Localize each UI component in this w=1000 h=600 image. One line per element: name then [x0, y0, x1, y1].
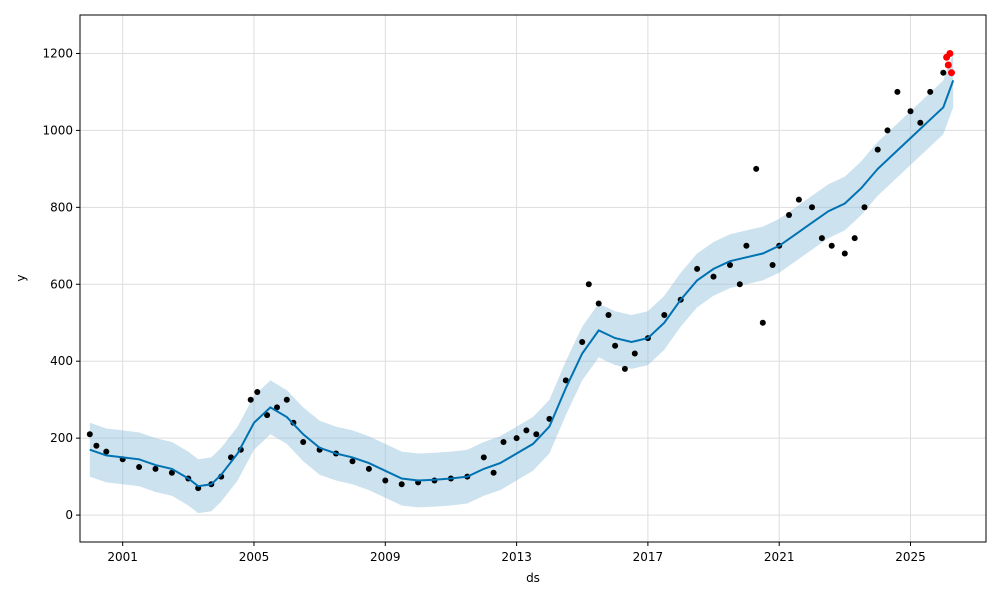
observed-point — [365, 465, 372, 472]
y-axis-ticks: 0 200 400 600 800 1000 1200 — [42, 46, 80, 522]
observed-point — [605, 312, 612, 318]
y-tick-label: 1000 — [42, 123, 73, 137]
observed-point — [152, 465, 159, 472]
observed-point — [861, 204, 868, 211]
observed-point — [809, 204, 815, 211]
plot-area-background — [80, 15, 986, 542]
highlight-points — [943, 50, 955, 77]
x-tick-label: 2013 — [501, 550, 532, 564]
y-axis-label: y — [14, 274, 28, 281]
observed-point — [786, 212, 792, 218]
observed-point — [907, 108, 914, 115]
observed-point — [500, 439, 507, 445]
observed-point — [513, 435, 520, 442]
observed-point — [398, 481, 405, 488]
y-tick-label: 600 — [50, 277, 73, 291]
y-tick-label: 800 — [50, 200, 73, 214]
observed-point — [621, 365, 628, 372]
observed-point — [841, 250, 848, 257]
plot-frame — [79, 14, 987, 543]
observed-point — [661, 312, 668, 318]
uncertainty-band-area — [89, 53, 954, 514]
observed-point — [274, 404, 280, 411]
y-tick-label: 200 — [50, 431, 73, 445]
y-tick-label: 400 — [50, 354, 73, 368]
observed-point — [736, 281, 743, 288]
observed-point — [254, 389, 261, 395]
observed-points — [86, 69, 947, 492]
observed-point — [247, 396, 254, 403]
observed-point — [631, 350, 638, 357]
observed-point — [103, 448, 110, 455]
x-tick-label: 2009 — [370, 550, 401, 564]
forecast-line-path — [89, 80, 955, 488]
observed-point — [694, 265, 701, 272]
observed-point — [546, 415, 553, 422]
observed-point — [283, 396, 290, 403]
observed-point — [828, 242, 835, 249]
observed-point — [710, 273, 717, 280]
observed-point — [480, 454, 487, 461]
observed-point — [917, 119, 924, 126]
observed-point — [795, 196, 802, 203]
observed-point — [490, 469, 497, 476]
observed-point — [753, 165, 760, 172]
observed-point — [523, 427, 530, 434]
observed-point — [585, 281, 592, 288]
observed-point — [168, 469, 175, 476]
observed-point — [727, 262, 733, 268]
x-tick-label: 2001 — [107, 550, 138, 564]
x-tick-label: 2005 — [239, 550, 270, 564]
observed-point — [612, 342, 619, 349]
observed-point — [874, 146, 881, 153]
grid-lines — [80, 15, 986, 542]
x-tick-label: 2017 — [633, 550, 664, 564]
observed-point — [595, 300, 602, 307]
observed-point — [579, 339, 586, 345]
x-tick-label: 2025 — [895, 550, 926, 564]
x-tick-label: 2021 — [764, 550, 795, 564]
observed-point — [300, 439, 307, 445]
x-axis-ticks: 2001 2005 2009 2013 2017 2021 2025 — [107, 542, 926, 564]
observed-point — [894, 88, 901, 95]
observed-point — [884, 127, 891, 134]
observed-point — [818, 235, 825, 242]
observed-point — [769, 262, 776, 268]
observed-point — [759, 319, 766, 326]
y-tick-label: 0 — [65, 508, 73, 522]
observed-point — [349, 458, 356, 465]
uncertainty-band — [89, 53, 954, 514]
observed-point — [927, 88, 934, 95]
observed-point — [93, 442, 100, 449]
x-axis-label: ds — [526, 571, 540, 585]
highlight-point — [946, 50, 954, 57]
observed-point — [136, 464, 143, 470]
observed-point — [382, 477, 389, 484]
observed-point — [562, 377, 569, 384]
highlight-point — [944, 61, 952, 69]
forecast-line — [89, 80, 955, 488]
observed-point — [940, 69, 947, 76]
y-tick-label: 1200 — [42, 46, 73, 60]
observed-point — [86, 431, 93, 438]
observed-point — [264, 412, 271, 419]
observed-point — [743, 242, 750, 249]
observed-point — [851, 235, 858, 242]
highlight-point — [948, 69, 955, 77]
observed-point — [533, 431, 540, 438]
